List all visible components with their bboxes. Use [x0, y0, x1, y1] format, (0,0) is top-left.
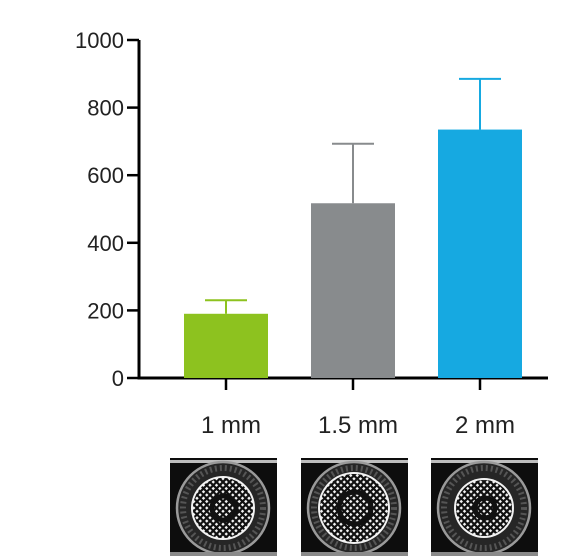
y-tick-label: 800 — [87, 96, 124, 121]
y-tick-label: 400 — [87, 231, 124, 256]
thumbnail-1mm — [170, 458, 277, 556]
scaffold-bottom-edge — [431, 552, 538, 556]
x-tick-label: 2 mm — [455, 412, 515, 439]
scaffold-micrograph-icon — [301, 458, 408, 556]
scaffold-bottom-edge — [301, 552, 408, 556]
central-ring — [472, 495, 498, 521]
central-ring — [336, 489, 374, 527]
y-tick-label: 600 — [87, 163, 124, 188]
x-tick-label: 1 mm — [201, 412, 261, 439]
x-tick-labels: 1 mm 1.5 mm 2 mm — [201, 412, 515, 439]
scaffold-bottom-edge — [170, 552, 277, 556]
bar — [438, 129, 522, 378]
x-tick-label: 1.5 mm — [318, 412, 398, 439]
scaffold-texture — [441, 465, 527, 551]
y-tick-label: 1000 — [75, 28, 124, 53]
y-tick-label: 200 — [87, 298, 124, 323]
x-axis — [137, 376, 548, 390]
bar-chart: 0 200 400 600 800 1000 1 mm 1.5 mm 2 mm — [75, 28, 548, 439]
y-tick-label: 0 — [112, 366, 124, 391]
scaffold-texture — [311, 465, 397, 551]
scaffold-micrograph-icon — [170, 458, 277, 556]
scaffold-micrograph-icon — [431, 458, 538, 556]
y-axis: 0 200 400 600 800 1000 — [75, 28, 141, 391]
bar — [184, 313, 268, 378]
bars — [184, 77, 522, 378]
thumbnail-2mm — [431, 458, 538, 556]
bar — [311, 203, 395, 378]
scaffold-texture — [180, 465, 266, 551]
thumbnail-1-5mm — [301, 458, 408, 556]
central-ring — [209, 493, 239, 523]
